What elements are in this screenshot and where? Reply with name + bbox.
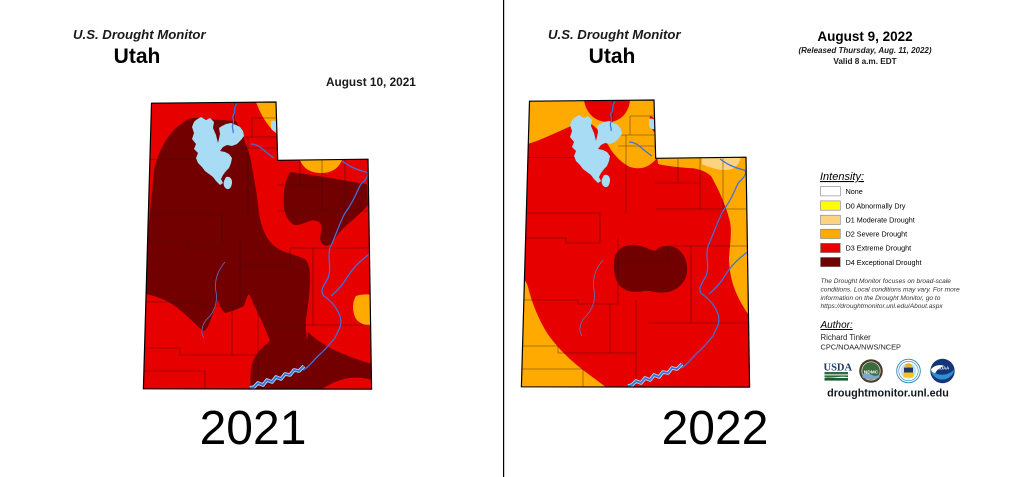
- svg-text:August 10, 2021: August 10, 2021: [326, 75, 416, 89]
- svg-text:Intensity:: Intensity:: [820, 171, 864, 183]
- svg-text:(Released Thursday, Aug. 11, 2: (Released Thursday, Aug. 11, 2022): [798, 46, 931, 55]
- svg-text:USDA: USDA: [824, 363, 853, 374]
- svg-text:D0 Abnormally Dry: D0 Abnormally Dry: [846, 201, 906, 210]
- svg-text:NDMC: NDMC: [864, 370, 879, 376]
- svg-text:The Drought Monitor focuses on: The Drought Monitor focuses on broad-sca…: [821, 278, 952, 285]
- svg-text:D4 Exceptional Drought: D4 Exceptional Drought: [846, 258, 922, 267]
- svg-text:CPC/NOAA/NWS/NCEP: CPC/NOAA/NWS/NCEP: [821, 343, 902, 352]
- svg-text:D1 Moderate Drought: D1 Moderate Drought: [846, 216, 915, 225]
- svg-text:August 9, 2022: August 9, 2022: [817, 29, 912, 44]
- svg-text:D2 Severe Drought: D2 Severe Drought: [846, 230, 908, 239]
- svg-text:Richard Tinker: Richard Tinker: [821, 333, 872, 342]
- svg-text:Valid 8 a.m. EDT: Valid 8 a.m. EDT: [833, 57, 896, 66]
- svg-text:NOAA: NOAA: [937, 366, 949, 371]
- svg-text:Utah: Utah: [114, 45, 161, 68]
- svg-text:droughtmonitor.unl.edu: droughtmonitor.unl.edu: [827, 388, 949, 400]
- svg-text:Author:: Author:: [820, 320, 853, 331]
- svg-text:None: None: [846, 187, 863, 196]
- svg-text:2021: 2021: [200, 402, 307, 455]
- svg-text:U.S. Drought Monitor: U.S. Drought Monitor: [548, 27, 681, 42]
- svg-text:information on the Drought Mon: information on the Drought Monitor, go t…: [821, 295, 941, 302]
- svg-text:2022: 2022: [662, 402, 769, 455]
- svg-text:https://droughtmonitor.unl.edu: https://droughtmonitor.unl.edu/About.asp…: [821, 303, 944, 310]
- svg-text:U.S. Drought Monitor: U.S. Drought Monitor: [73, 27, 206, 42]
- svg-text:conditions. Local conditions m: conditions. Local conditions may vary. F…: [821, 286, 960, 293]
- svg-text:D3 Extreme Drought: D3 Extreme Drought: [846, 244, 912, 253]
- svg-text:Utah: Utah: [589, 45, 636, 68]
